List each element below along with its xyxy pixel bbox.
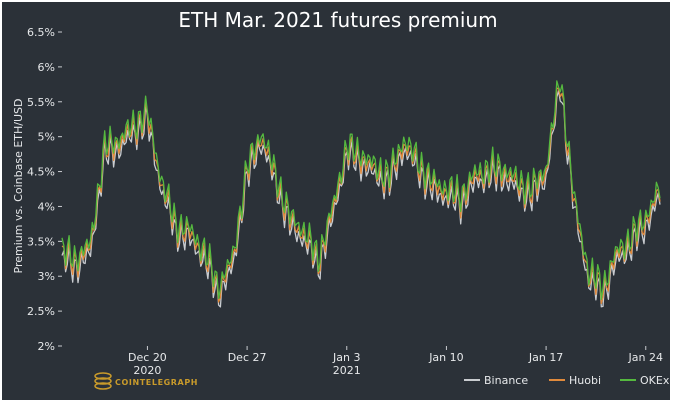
series-line-huobi (61, 87, 661, 305)
legend-label-binance: Binance (484, 374, 528, 387)
series-lines (61, 80, 661, 308)
series-line-okex (61, 80, 661, 301)
x-tick-label: Dec 20 (128, 351, 167, 364)
y-tick-label: 2.5% (27, 305, 55, 318)
x-tick-label: Jan 10 (428, 351, 463, 364)
chart-frame: ETH Mar. 2021 futures premium Premium vs… (2, 2, 670, 400)
y-tick-label: 6% (38, 61, 55, 74)
x-tick-label: Dec 27 (228, 351, 267, 364)
y-tick-label: 5% (38, 131, 55, 144)
chart-title: ETH Mar. 2021 futures premium (178, 8, 497, 32)
x-tick-label: Jan 17 (528, 351, 563, 364)
coin-stack-icon (94, 372, 112, 390)
y-axis-label: Premium vs. Coinbase ETH/USD (12, 99, 25, 274)
y-tick-label: 4% (38, 200, 55, 213)
y-tick-label: 4.5% (27, 166, 55, 179)
chart-svg: ETH Mar. 2021 futures premium Premium vs… (12, 8, 670, 390)
x-tick-label: Jan 3 (332, 351, 360, 364)
legend: Binance Huobi OKEx (464, 374, 670, 387)
y-tick-label: 3.5% (27, 235, 55, 248)
series-line-binance (61, 90, 661, 308)
legend-label-huobi: Huobi (569, 374, 601, 387)
y-tick-label: 2% (38, 340, 55, 353)
x-tick-sublabel: 2021 (333, 364, 361, 377)
y-tick-label: 5.5% (27, 96, 55, 109)
cointelegraph-logo: COINTELEGRAPH (94, 372, 198, 390)
y-tick-label: 6.5% (27, 26, 55, 39)
brand-name: COINTELEGRAPH (115, 378, 198, 387)
y-tick-label: 3% (38, 270, 55, 283)
x-tick-sublabel: 2020 (133, 364, 161, 377)
x-tick-label: Jan 24 (628, 351, 663, 364)
legend-label-okex: OKEx (640, 374, 670, 387)
y-axis: 2% 2.5% 3% 3.5% 4% 4.5% 5% 5.5% 6% 6.5% (27, 26, 62, 353)
